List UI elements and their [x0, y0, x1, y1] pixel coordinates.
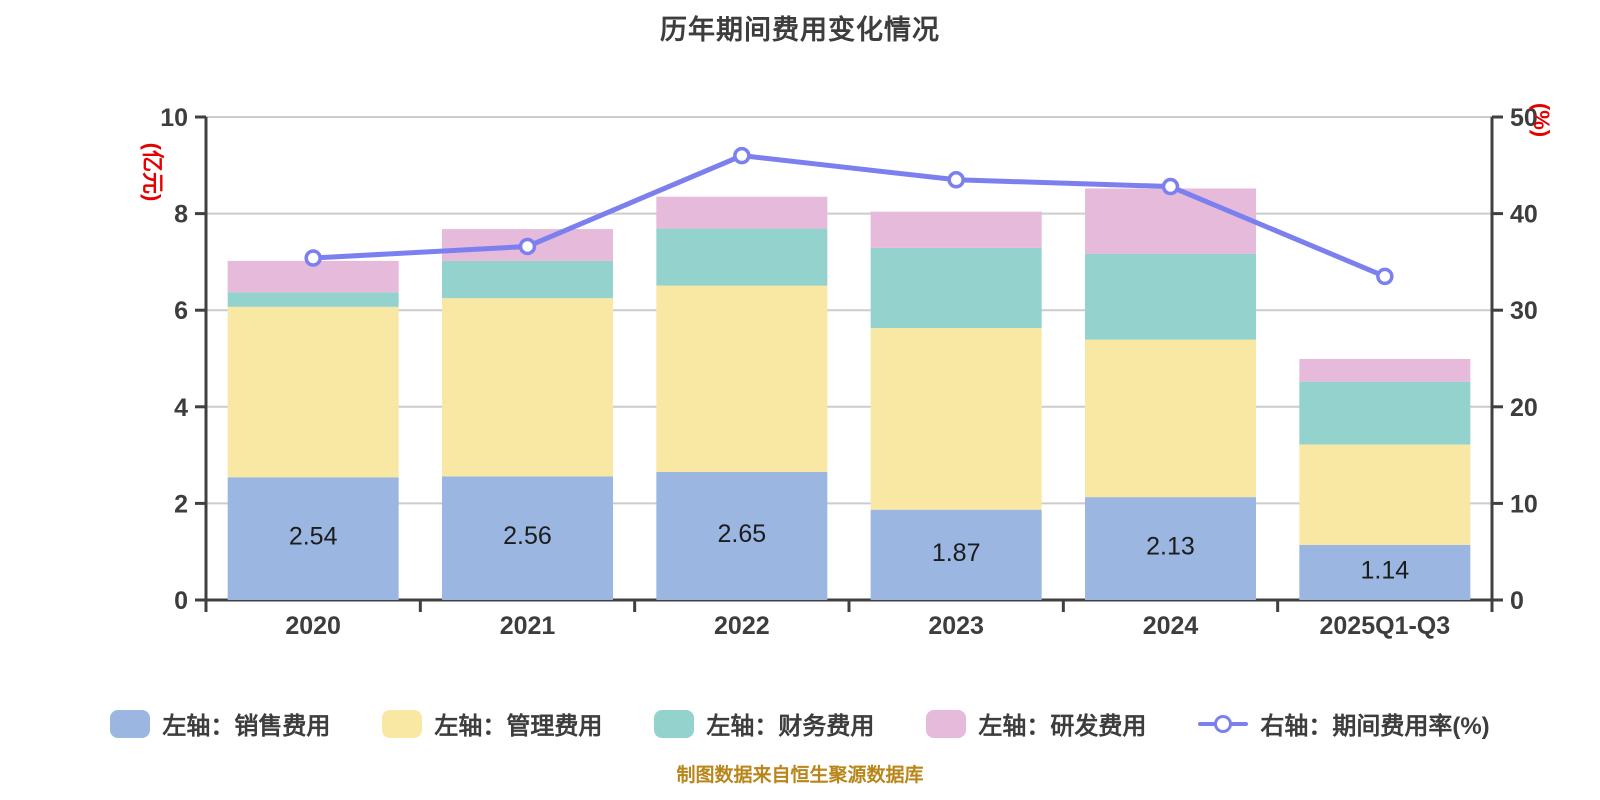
chart-title: 历年期间费用变化情况: [660, 15, 940, 45]
bar-segment-2025Q1-Q3-s0[interactable]: [1299, 544, 1471, 600]
legend-label: 左轴：研发费用: [978, 713, 1147, 740]
bar-segment-2025Q1-Q3-s2[interactable]: [1299, 381, 1471, 445]
bar-segment-2024-s3[interactable]: [1085, 188, 1256, 254]
right-axis-tick-label: 10: [1510, 490, 1538, 518]
bar-segment-2025Q1-Q3-s1[interactable]: [1299, 444, 1471, 545]
bar-value-label: 2.65: [717, 520, 766, 548]
legend-swatch-icon: [926, 709, 967, 738]
right-axis-tick-label: 40: [1510, 201, 1538, 229]
legend-item-2[interactable]: 左轴：财务费用: [654, 706, 874, 741]
line-point-2021[interactable]: [518, 237, 537, 256]
bar-value-label: 1.14: [1360, 556, 1409, 584]
right-axis-tick-label: 30: [1510, 297, 1538, 325]
bar-segment-2025Q1-Q3-s3[interactable]: [1299, 358, 1471, 382]
x-axis-category-label: 2022: [714, 612, 770, 640]
bar-value-label: 2.56: [503, 522, 552, 550]
legend-item-3[interactable]: 左轴：研发费用: [926, 706, 1146, 741]
x-axis-category-label: 2025Q1-Q3: [1320, 612, 1451, 640]
bar-segment-2023-s0[interactable]: [870, 509, 1042, 600]
data-source-note: 制图数据来自恒生聚源数据库: [676, 765, 924, 786]
left-axis-tick-label: 10: [160, 104, 188, 132]
bar-value-label: 1.87: [932, 539, 981, 567]
bar-value-label: 2.13: [1146, 533, 1195, 561]
bar-segment-2020-s1[interactable]: [227, 306, 399, 478]
bar-segment-2024-s0[interactable]: [1085, 497, 1256, 600]
left-axis-tick-label: 2: [174, 490, 188, 518]
legend-item-0[interactable]: 左轴：销售费用: [110, 706, 330, 741]
line-point-2024[interactable]: [1161, 177, 1180, 196]
bar-segment-2022-s3[interactable]: [656, 196, 828, 229]
x-axis-category-label: 2023: [928, 612, 984, 640]
x-axis-category-label: 2021: [500, 612, 556, 640]
legend-item-4[interactable]: 右轴：期间费用率(%): [1198, 706, 1490, 741]
legend-item-1[interactable]: 左轴：管理费用: [382, 706, 602, 741]
bar-segment-2020-s2[interactable]: [227, 292, 399, 307]
bar-segment-2024-s1[interactable]: [1085, 339, 1256, 498]
bar-segment-2021-s2[interactable]: [442, 260, 613, 299]
right-axis-tick-label: 20: [1510, 394, 1538, 422]
legend-label: 左轴：销售费用: [162, 713, 331, 740]
x-axis-category-label: 2024: [1143, 612, 1199, 640]
bar-segment-2022-s0[interactable]: [656, 472, 828, 600]
left-axis-title: (亿元): [140, 143, 165, 202]
legend-label: 左轴：管理费用: [434, 713, 603, 740]
bar-segment-2021-s1[interactable]: [442, 298, 613, 477]
right-axis-tick-label: 50: [1510, 104, 1538, 132]
bar-segment-2024-s2[interactable]: [1085, 253, 1256, 340]
legend-swatch-icon: [654, 709, 695, 738]
trend-line: [310, 153, 1388, 279]
legend-label: 右轴：期间费用率(%): [1260, 713, 1490, 740]
bar-segment-2020-s0[interactable]: [227, 477, 399, 600]
left-axis-tick-label: 8: [174, 201, 188, 229]
left-axis-tick-label: 0: [174, 587, 188, 615]
bar-value-label: 2.54: [289, 523, 338, 551]
bar-segment-2021-s0[interactable]: [442, 476, 613, 600]
right-axis-title: (%): [1529, 103, 1554, 137]
left-axis-tick-label: 4: [174, 394, 188, 422]
left-axis-tick-label: 6: [174, 297, 188, 325]
bar-segment-2022-s1[interactable]: [656, 285, 828, 473]
line-point-2022[interactable]: [733, 146, 751, 165]
legend-label: 左轴：财务费用: [706, 713, 875, 740]
bar-segment-2022-s2[interactable]: [656, 228, 828, 286]
bar-segment-2023-s2[interactable]: [870, 247, 1042, 329]
chart-plot-area: 0 2 4 6 8 10 0 10 20 30 40 50 2020 2021 2022 2023 2024 20…: [140, 103, 1554, 640]
bar-segment-2023-s3[interactable]: [870, 211, 1042, 248]
legend-swatch-icon: [382, 709, 423, 738]
right-axis-tick-label: 0: [1510, 587, 1524, 615]
bar-segment-2023-s1[interactable]: [870, 328, 1042, 510]
legend-line-dot: [1214, 714, 1233, 733]
line-point-2023[interactable]: [947, 171, 965, 189]
line-point-2025Q1-Q3[interactable]: [1376, 267, 1394, 286]
line-point-2020[interactable]: [304, 249, 322, 267]
legend-line-marker-icon: [1198, 714, 1249, 734]
x-axis-category-label: 2020: [285, 612, 341, 640]
legend: 左轴：销售费用 左轴：管理费用 左轴：财务费用 左轴：研发费用 右轴：期间费用率(%): [0, 706, 1600, 741]
legend-swatch-icon: [110, 709, 151, 738]
